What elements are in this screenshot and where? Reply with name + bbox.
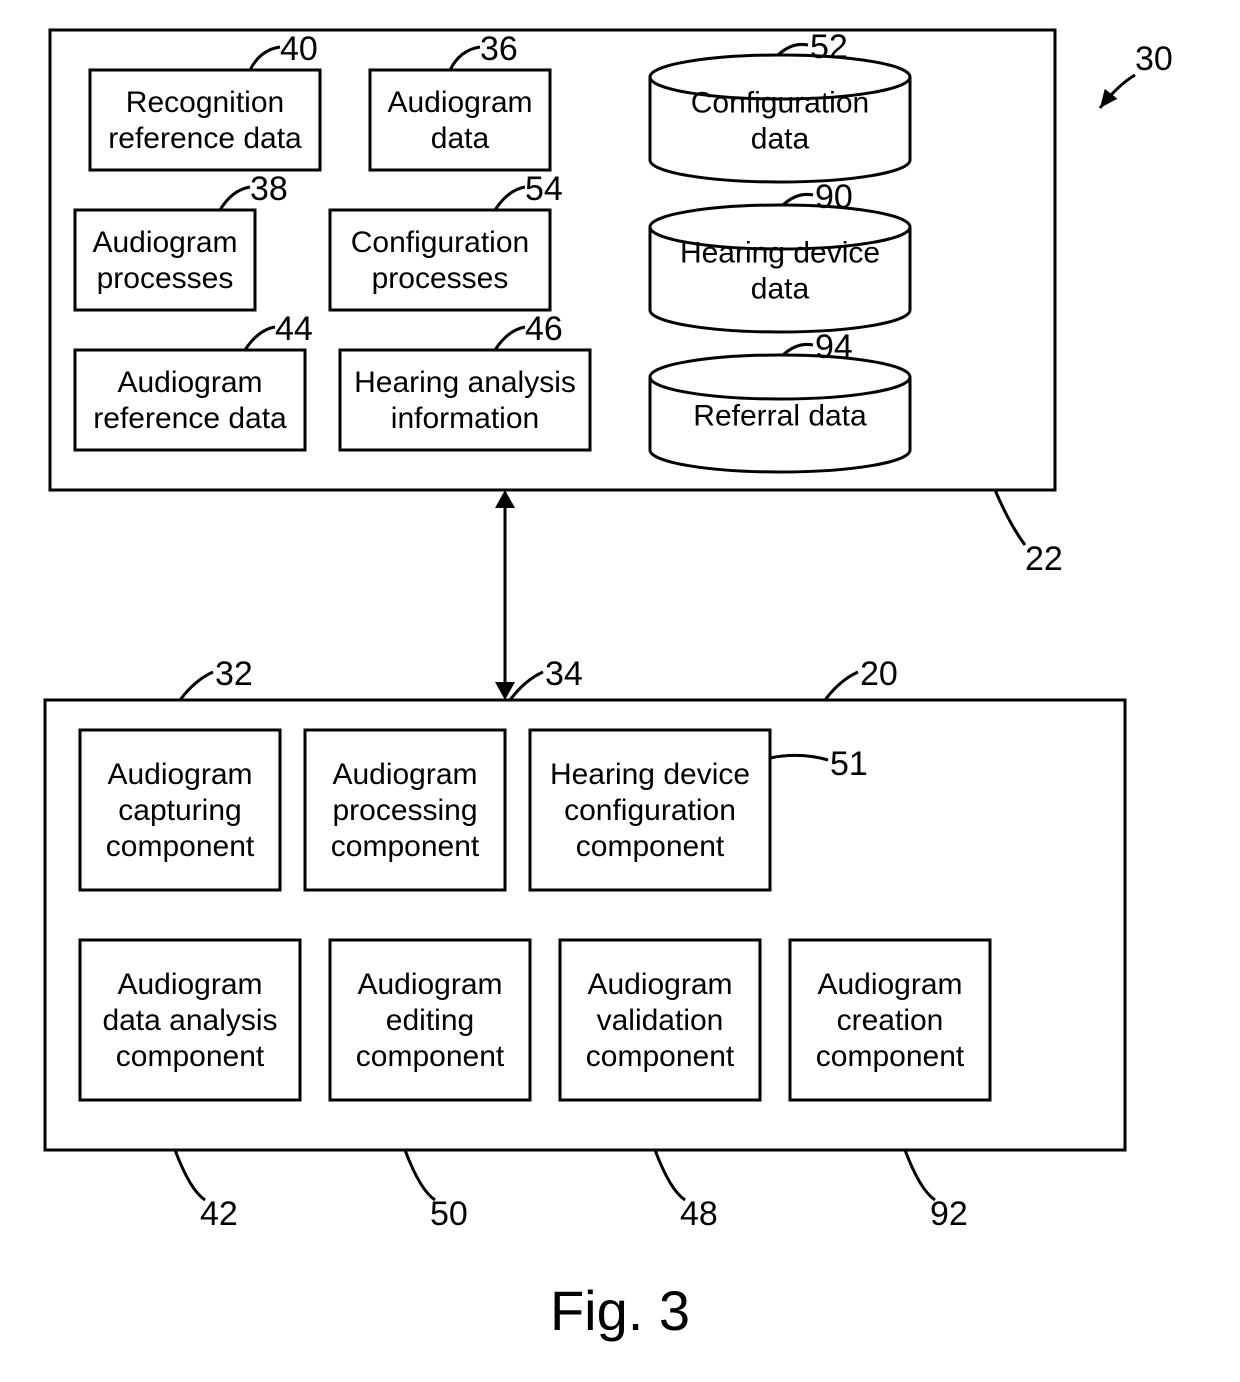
hearing-analysis bbox=[340, 350, 590, 450]
leader-l54 bbox=[495, 187, 525, 210]
svg-text:component: component bbox=[106, 830, 255, 863]
svg-text:validation: validation bbox=[597, 1004, 724, 1037]
svg-text:data: data bbox=[431, 122, 490, 155]
ref-92: 92 bbox=[930, 1195, 968, 1233]
svg-text:data: data bbox=[751, 123, 810, 156]
leader-l34 bbox=[510, 672, 543, 700]
ref-20: 20 bbox=[860, 655, 898, 693]
leader-l42 bbox=[175, 1150, 205, 1200]
svg-text:Audiogram: Audiogram bbox=[357, 968, 502, 1001]
figure-caption: Fig. 3 bbox=[550, 1279, 690, 1342]
svg-text:data analysis: data analysis bbox=[102, 1004, 277, 1037]
svg-text:Audiogram: Audiogram bbox=[817, 968, 962, 1001]
svg-text:Configuration: Configuration bbox=[351, 226, 529, 259]
svg-text:Configuration: Configuration bbox=[691, 87, 869, 120]
ref-94: 94 bbox=[815, 328, 853, 366]
config-processes bbox=[330, 210, 550, 310]
leader-l20 bbox=[825, 672, 858, 700]
svg-text:processing: processing bbox=[332, 794, 477, 827]
svg-text:creation: creation bbox=[837, 1004, 944, 1037]
ref-36: 36 bbox=[480, 30, 518, 68]
ref-38: 38 bbox=[250, 170, 288, 208]
leader-l50 bbox=[405, 1150, 435, 1200]
ref-48: 48 bbox=[680, 1195, 718, 1233]
leader-l36 bbox=[450, 47, 480, 70]
svg-text:editing: editing bbox=[386, 1004, 474, 1037]
ref-30: 30 bbox=[1135, 40, 1173, 78]
leader-l48 bbox=[655, 1150, 685, 1200]
leader-l22 bbox=[995, 490, 1025, 545]
svg-text:Hearing device: Hearing device bbox=[550, 758, 750, 791]
leader-l52 bbox=[778, 44, 808, 55]
ref-32: 32 bbox=[215, 655, 253, 693]
svg-text:Recognition: Recognition bbox=[126, 86, 284, 119]
leader-l46 bbox=[495, 327, 525, 350]
leader-l38 bbox=[220, 187, 250, 210]
ref-90: 90 bbox=[815, 178, 853, 216]
svg-text:component: component bbox=[586, 1040, 735, 1073]
svg-text:component: component bbox=[816, 1040, 965, 1073]
ref-50: 50 bbox=[430, 1195, 468, 1233]
svg-text:information: information bbox=[391, 402, 539, 435]
ref-34: 34 bbox=[545, 655, 583, 693]
ref-22: 22 bbox=[1025, 540, 1063, 578]
ref-46: 46 bbox=[525, 310, 563, 348]
ref-44: 44 bbox=[275, 310, 313, 348]
svg-text:Audiogram: Audiogram bbox=[117, 366, 262, 399]
svg-text:Audiogram: Audiogram bbox=[92, 226, 237, 259]
svg-text:Audiogram: Audiogram bbox=[117, 968, 262, 1001]
svg-text:Hearing analysis: Hearing analysis bbox=[354, 366, 576, 399]
svg-text:capturing: capturing bbox=[118, 794, 241, 827]
leader-l92 bbox=[905, 1150, 935, 1200]
ref-54: 54 bbox=[525, 170, 563, 208]
audiogram-data bbox=[370, 70, 550, 170]
ref-51: 51 bbox=[830, 745, 868, 783]
svg-text:Audiogram: Audiogram bbox=[107, 758, 252, 791]
svg-text:reference data: reference data bbox=[93, 402, 287, 435]
ref-52: 52 bbox=[810, 28, 848, 66]
svg-text:component: component bbox=[356, 1040, 505, 1073]
svg-text:Hearing device: Hearing device bbox=[680, 237, 880, 270]
audiogram-processes bbox=[75, 210, 255, 310]
svg-text:component: component bbox=[331, 830, 480, 863]
svg-text:processes: processes bbox=[372, 262, 509, 295]
leader-l32 bbox=[180, 672, 213, 700]
audiogram-ref-data bbox=[75, 350, 305, 450]
ref-42: 42 bbox=[200, 1195, 238, 1233]
svg-text:component: component bbox=[576, 830, 725, 863]
recognition-ref-data bbox=[90, 70, 320, 170]
svg-text:Referral data: Referral data bbox=[693, 400, 867, 433]
leader-l40 bbox=[250, 47, 280, 70]
svg-text:Audiogram: Audiogram bbox=[587, 968, 732, 1001]
leader-l51 bbox=[770, 755, 828, 760]
svg-text:Audiogram: Audiogram bbox=[387, 86, 532, 119]
leader-l90 bbox=[783, 194, 813, 205]
leader-l94 bbox=[783, 344, 813, 355]
leader-l44 bbox=[245, 327, 275, 350]
svg-text:processes: processes bbox=[97, 262, 234, 295]
ref-40: 40 bbox=[280, 30, 318, 68]
svg-text:data: data bbox=[751, 273, 810, 306]
svg-text:reference data: reference data bbox=[108, 122, 302, 155]
svg-text:configuration: configuration bbox=[564, 794, 736, 827]
svg-text:Audiogram: Audiogram bbox=[332, 758, 477, 791]
svg-text:component: component bbox=[116, 1040, 265, 1073]
